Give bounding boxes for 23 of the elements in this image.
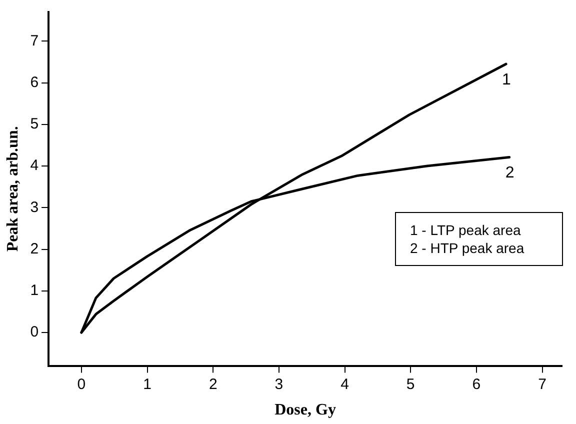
y-tick-label: 3: [30, 198, 39, 216]
series-label: 2: [505, 164, 514, 182]
series-label: 1: [502, 71, 512, 88]
y-tick-label: 2: [30, 240, 39, 258]
x-tick-label: 0: [77, 376, 86, 393]
x-tick-label: 6: [472, 376, 481, 393]
x-tick-label: 2: [208, 376, 218, 393]
x-tick-label: 1: [143, 376, 152, 393]
y-tick-label: 4: [30, 157, 39, 174]
x-tick-label: 4: [340, 376, 349, 393]
x-tick-label: 7: [538, 376, 546, 393]
x-axis-title: Dose, Gy: [274, 402, 336, 419]
y-tick-label: 0: [30, 324, 39, 341]
x-tick-label: 3: [274, 376, 284, 393]
y-tick-label: 1: [30, 282, 39, 300]
annotation: 2 - HTP peak area: [410, 239, 526, 257]
y-tick-label: 7: [30, 32, 39, 50]
note-box: 1 - LTP peak area 2 - HTP peak area: [395, 212, 563, 266]
y-axis-title: Peak area, arb.un.: [4, 126, 22, 252]
annotation: 1 - LTP peak area: [410, 221, 522, 239]
y-tick-label: 6: [30, 74, 39, 91]
y-tick-label: 5: [30, 116, 39, 133]
x-tick-label: 5: [406, 376, 415, 393]
